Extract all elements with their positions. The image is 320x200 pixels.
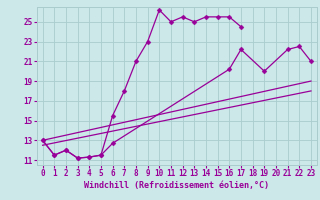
X-axis label: Windchill (Refroidissement éolien,°C): Windchill (Refroidissement éolien,°C)	[84, 181, 269, 190]
